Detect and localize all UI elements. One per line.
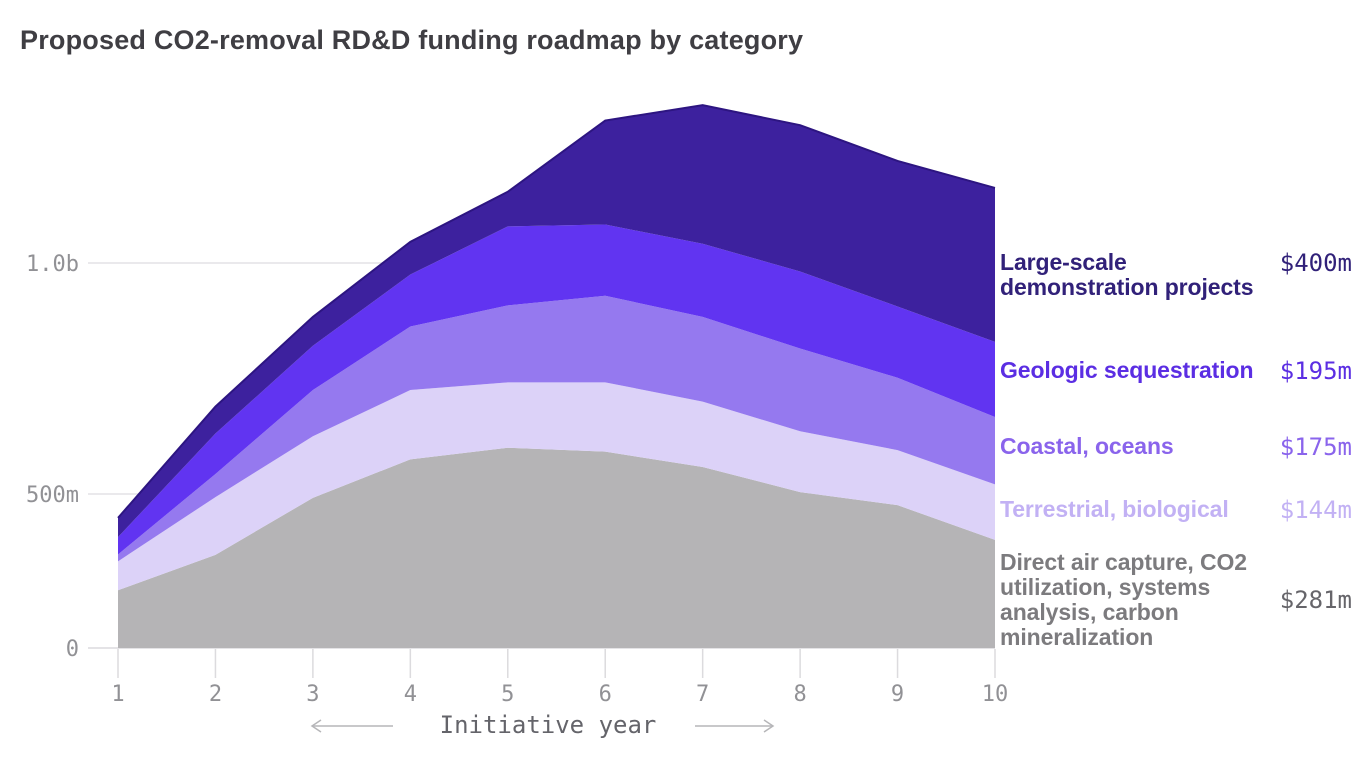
total-top-line (117, 104, 996, 519)
x-tick-label: 2 (209, 682, 222, 707)
legend-label-terrestrial-biological: Terrestrial, biological (1000, 496, 1229, 522)
area-band-0 (118, 447, 995, 648)
legend-value-terrestrial-biological: $144m (1279, 496, 1352, 524)
area-band-4 (118, 105, 995, 538)
x-tick-label: 3 (306, 682, 319, 707)
x-tick-label: 8 (793, 682, 806, 707)
legend-label-direct-air-capture: Direct air capture, CO2 utilization, sys… (1000, 549, 1247, 650)
chart-title: Proposed CO2-removal RD&D funding roadma… (20, 25, 804, 55)
x-tick-label: 9 (891, 682, 904, 707)
x-tick-label: 5 (501, 682, 514, 707)
x-tick-label: 10 (982, 682, 1009, 707)
legend-label-coastal-oceans: Coastal, oceans (1000, 433, 1174, 459)
legend-value-coastal-oceans: $175m (1279, 433, 1352, 461)
x-tick-label: 1 (111, 682, 124, 707)
y-tick-label: 500m (26, 483, 79, 508)
area-band-3 (118, 224, 995, 555)
arrowhead-icon (310, 719, 322, 733)
y-tick-label: 1.0b (26, 252, 79, 277)
area-band-1 (118, 382, 995, 591)
x-tick-label: 7 (696, 682, 709, 707)
area-band-2 (118, 295, 995, 562)
x-tick-label: 4 (404, 682, 417, 707)
arrowhead-icon (763, 719, 775, 733)
legend-value-large-scale-demonstration: $400m (1279, 249, 1352, 277)
legend-value-geologic-sequestration: $195m (1279, 357, 1352, 385)
legend-value-direct-air-capture: $281m (1279, 586, 1352, 614)
legend-label-geologic-sequestration: Geologic sequestration (1000, 357, 1254, 383)
x-tick-label: 6 (599, 682, 612, 707)
y-tick-label: 0 (66, 637, 79, 662)
legend-label-large-scale-demonstration: Large-scale demonstration projects (1000, 249, 1254, 300)
x-axis-title: Initiative year (439, 711, 657, 739)
